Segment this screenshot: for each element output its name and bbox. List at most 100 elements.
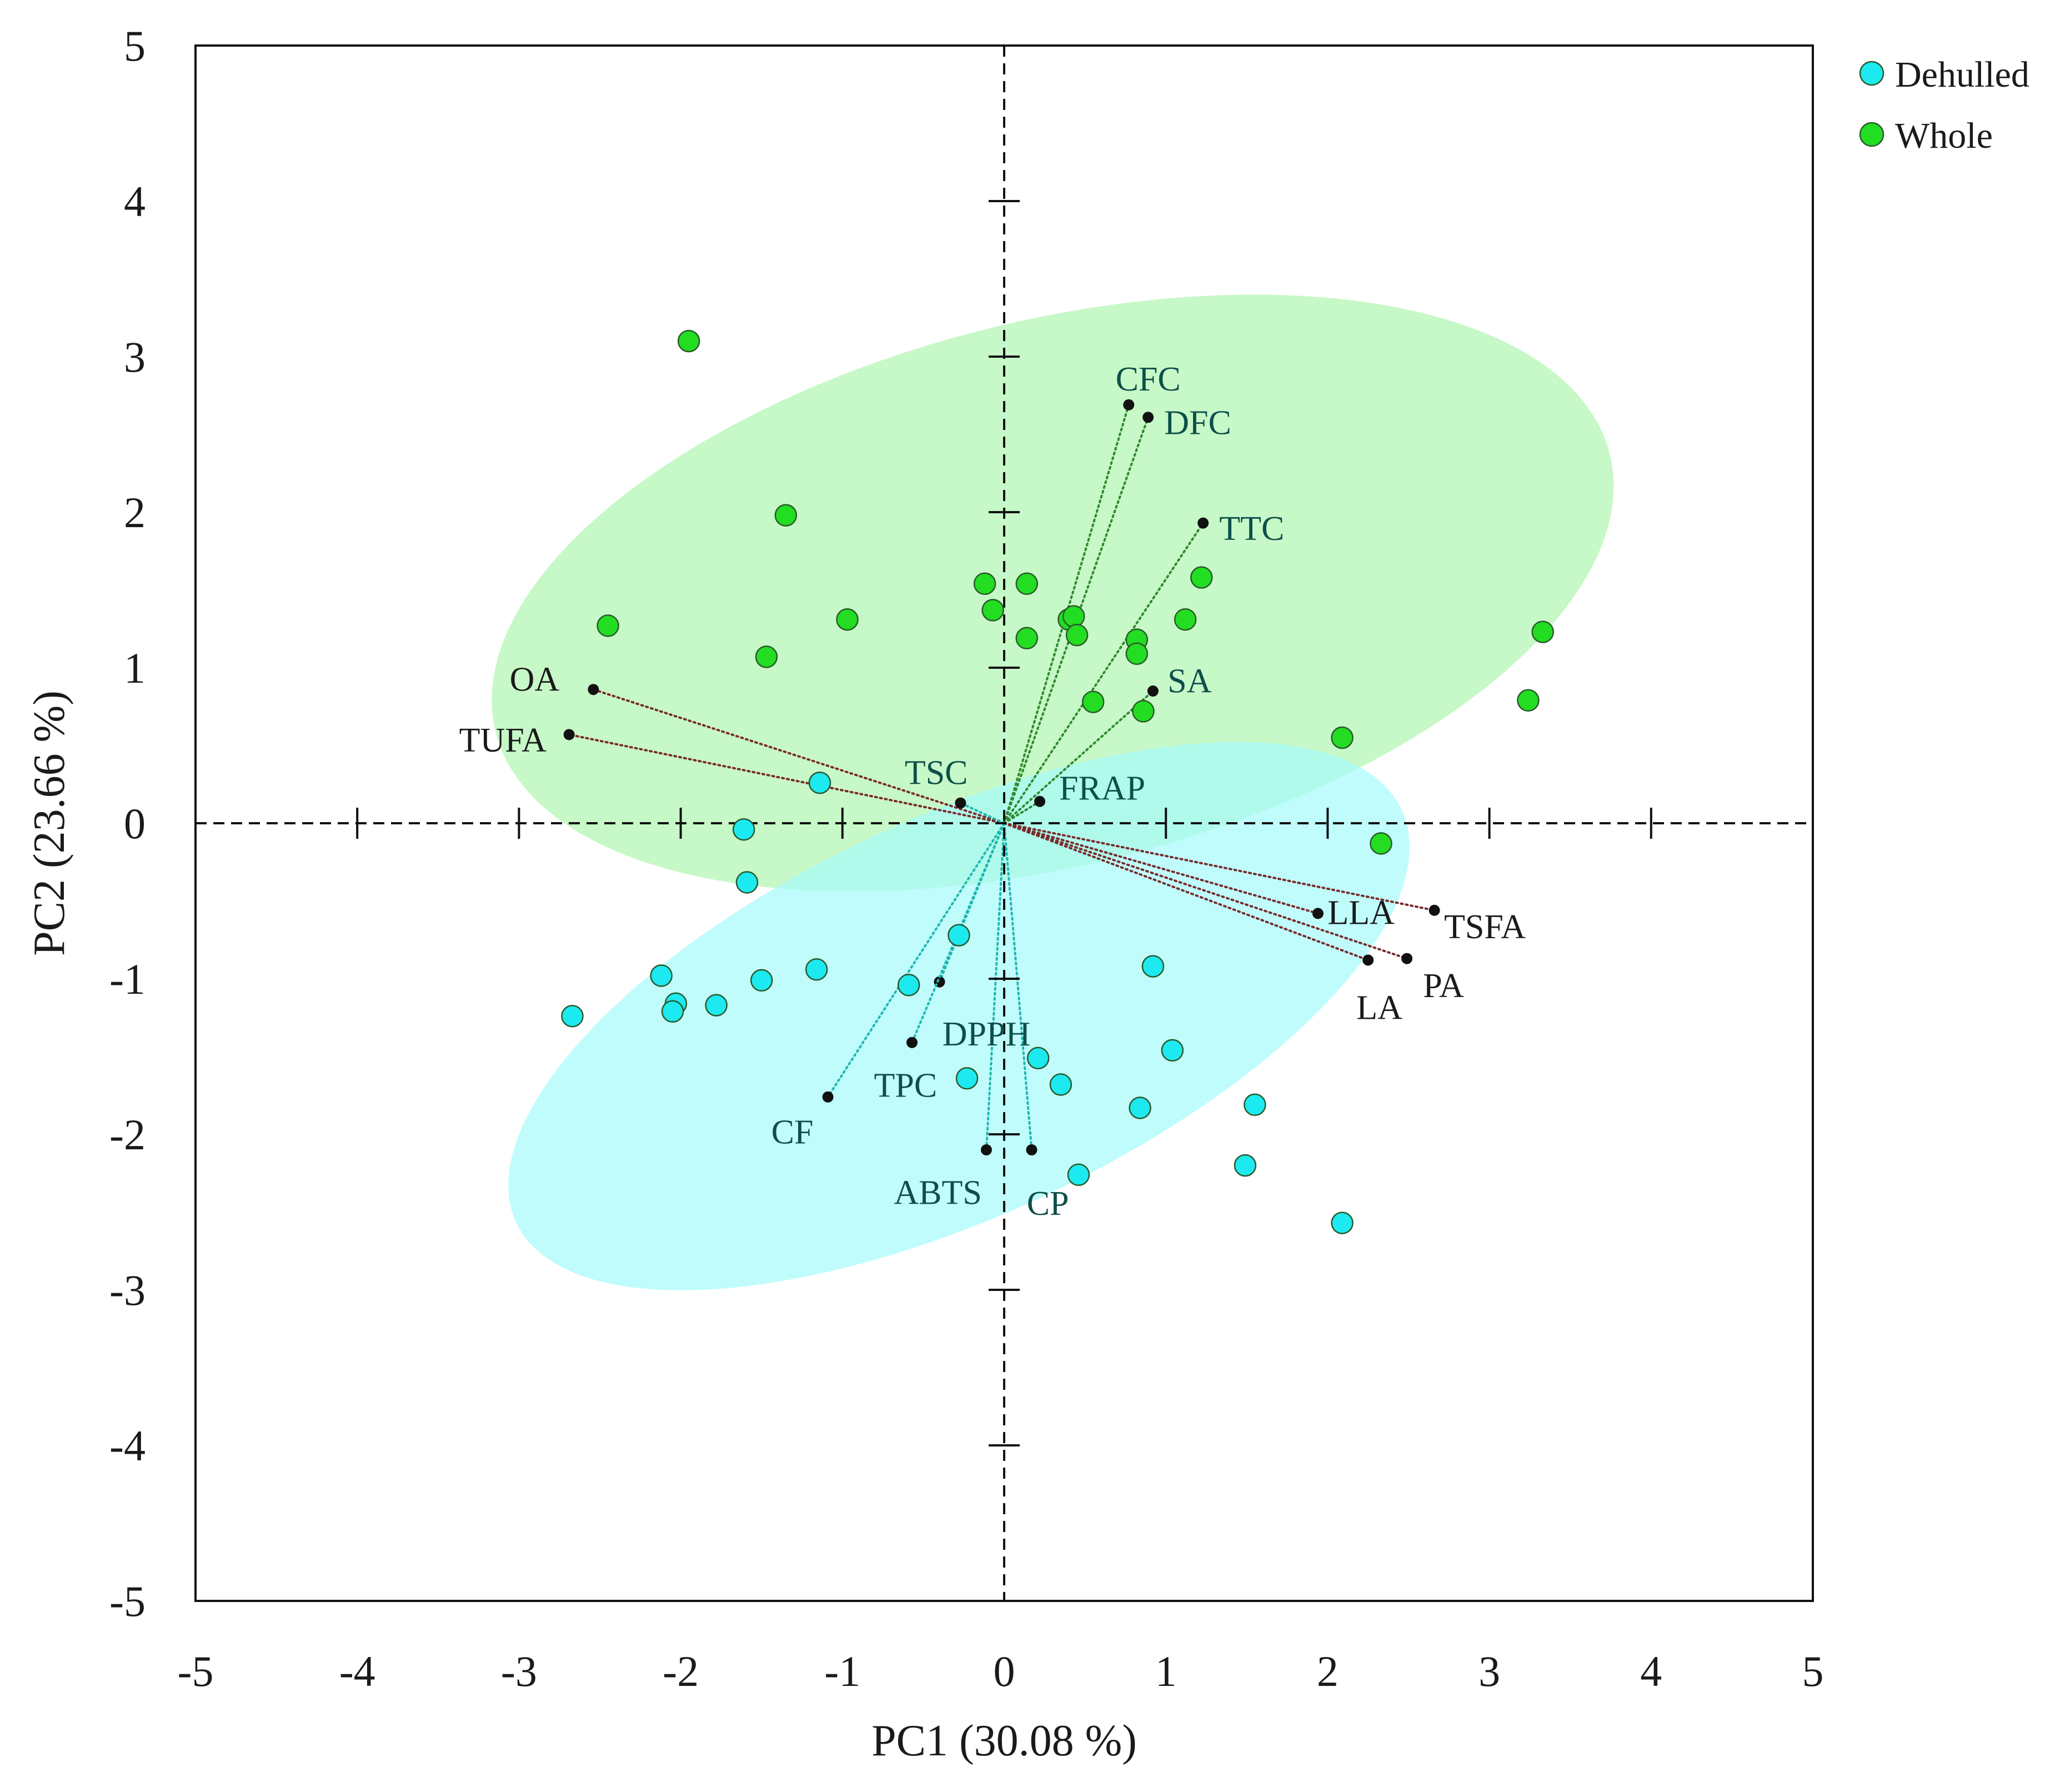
loading-vectors: [563, 399, 1440, 1155]
loading-line-cf: [826, 822, 1005, 1098]
loading-line-ttc: [1003, 522, 1205, 824]
y-axis-label: PC2 (23.66 %): [25, 690, 74, 956]
loading-line-tufa: [568, 733, 1005, 824]
loading-dot-dfc: [1142, 412, 1154, 423]
x-tick-label: 4: [1640, 1647, 1662, 1695]
plot-frame: [194, 44, 1814, 1602]
point-whole: [677, 329, 700, 353]
point-dehulled: [650, 964, 673, 987]
point-dehulled: [735, 871, 759, 894]
point-dehulled: [805, 958, 828, 981]
x-tick-label: 0: [994, 1647, 1015, 1695]
loading-label-cf: CF: [771, 1113, 814, 1151]
y-tick-label: 1: [124, 644, 146, 692]
loading-line-oa: [592, 688, 1005, 824]
point-whole: [1081, 690, 1105, 713]
y-tick-label: 4: [124, 177, 146, 226]
loading-line-tsc: [959, 802, 1005, 824]
loading-label-lla: LLA: [1327, 894, 1395, 932]
loading-label-tufa: TUFA: [459, 722, 547, 759]
loading-label-tsfa: TSFA: [1444, 908, 1526, 946]
x-tick-label: 5: [1802, 1647, 1824, 1695]
point-dehulled: [705, 994, 728, 1017]
score-points: [561, 329, 1554, 1234]
loading-line-cfc: [1003, 403, 1130, 824]
point-dehulled: [1049, 1073, 1072, 1096]
loading-labels: OA TUFA TSC FRAP CFC DFC TTC SA LLA TSFA LA PA DPPHT…: [459, 361, 1526, 1223]
point-dehulled: [1026, 1047, 1050, 1070]
loading-dot-la: [1362, 954, 1374, 966]
point-dehulled: [661, 1000, 684, 1023]
loading-dot-oa: [588, 684, 599, 695]
loading-dot-pa: [1401, 953, 1413, 964]
loading-dot-abts: [980, 1144, 992, 1155]
loading-dot-sa: [1147, 685, 1159, 697]
loading-label-abts: ABTS: [894, 1174, 981, 1212]
x-tick-label: -1: [824, 1647, 860, 1695]
point-dehulled: [1141, 955, 1165, 978]
point-dehulled: [1129, 1097, 1151, 1119]
legend-label-dehulled: Dehulled: [1895, 54, 2029, 95]
loading-dot-cfc: [1123, 399, 1135, 411]
loading-label-pa: PA: [1423, 967, 1464, 1005]
x-tick-label: 3: [1478, 1647, 1500, 1695]
loading-dot-cf: [822, 1091, 834, 1103]
loading-line-tsfa: [1003, 822, 1436, 912]
point-whole: [1517, 689, 1540, 712]
y-tick-label: 2: [124, 488, 146, 537]
loading-dot-tsfa: [1429, 904, 1440, 916]
loading-line-la: [1003, 822, 1370, 962]
y-tick-label: 5: [124, 22, 146, 70]
x-tick-label: -2: [663, 1647, 699, 1695]
ellipse-dehulled: [508, 742, 1410, 1290]
loading-dot-tpc: [906, 1037, 918, 1048]
point-whole: [836, 608, 859, 631]
point-dehulled: [561, 1004, 584, 1028]
x-axis-label: PC1 (30.08 %): [871, 1716, 1137, 1765]
loading-label-tpc: TPC: [874, 1067, 938, 1104]
point-whole: [1015, 627, 1039, 650]
zero-lines: [194, 44, 1814, 1602]
point-dehulled: [948, 924, 970, 947]
loading-label-sa: SA: [1167, 662, 1211, 700]
point-whole: [981, 599, 1004, 622]
loading-label-ttc: TTC: [1219, 510, 1284, 548]
point-whole: [1190, 566, 1213, 589]
point-dehulled: [1331, 1212, 1354, 1234]
loading-dot-ttc: [1197, 517, 1209, 529]
point-whole: [755, 645, 778, 668]
legend-marker-whole: [1859, 122, 1884, 147]
loading-label-oa: OA: [510, 661, 560, 699]
point-dehulled: [1234, 1154, 1257, 1177]
x-tick-label: 2: [1317, 1647, 1339, 1695]
point-dehulled: [732, 818, 755, 841]
x-tick-label: 1: [1155, 1647, 1177, 1695]
point-whole: [1132, 700, 1155, 723]
loading-label-dpph: DPPH: [943, 1015, 1031, 1053]
point-whole: [1125, 642, 1149, 665]
y-tick-label: -2: [109, 1110, 146, 1159]
x-tick-label: -3: [501, 1647, 537, 1695]
point-dehulled: [1161, 1039, 1184, 1062]
point-dehulled: [808, 771, 831, 794]
loading-line-pa: [1003, 822, 1409, 960]
loading-label-cp: CP: [1027, 1185, 1069, 1223]
plot-border: [194, 44, 1814, 1602]
point-whole: [973, 572, 996, 595]
loading-dot-frap: [1034, 795, 1046, 807]
loading-line-sa: [1003, 690, 1154, 824]
loading-label-cfc: CFC: [1116, 361, 1181, 398]
loading-dot-lla: [1312, 908, 1324, 919]
legend: Dehulled Whole: [1859, 54, 2029, 156]
loading-label-frap: FRAP: [1059, 770, 1145, 808]
x-tick-label: -5: [178, 1647, 214, 1695]
point-dehulled: [1244, 1093, 1266, 1117]
point-whole: [1062, 605, 1085, 628]
loading-line-lla: [1003, 822, 1319, 915]
loading-label-dfc: DFC: [1164, 404, 1231, 442]
point-whole: [1065, 623, 1089, 647]
loading-dot-tufa: [563, 729, 575, 740]
loading-label-la: LA: [1356, 989, 1402, 1027]
point-whole: [1174, 608, 1197, 631]
